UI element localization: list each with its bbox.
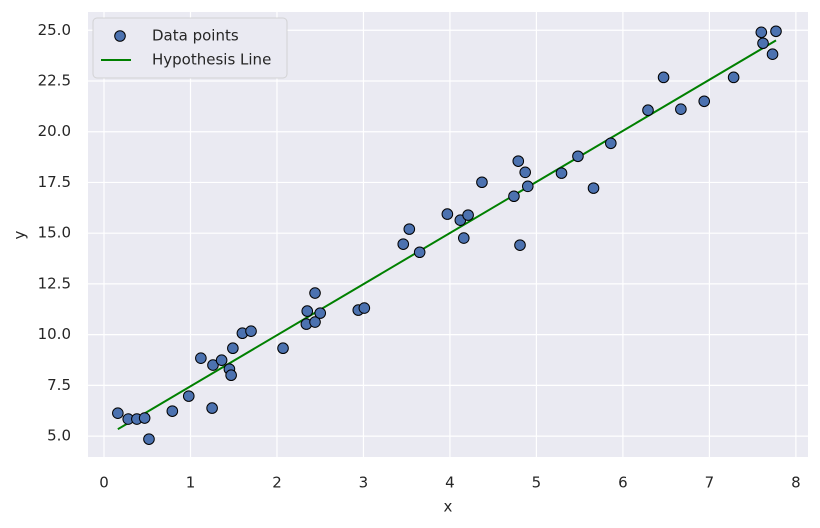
- y-tick-label: 12.5: [38, 274, 71, 292]
- data-point: [457, 232, 470, 244]
- data-point: [587, 182, 600, 194]
- data-point: [727, 71, 740, 84]
- y-axis-label: y: [11, 230, 29, 239]
- data-point: [403, 223, 416, 235]
- x-tick-label: 6: [618, 474, 628, 492]
- data-point: [314, 307, 327, 319]
- y-tick-label: 5.0: [47, 427, 71, 445]
- data-point: [476, 176, 488, 189]
- data-point: [225, 369, 237, 382]
- data-point: [770, 25, 782, 38]
- x-tick-label: 3: [359, 474, 369, 492]
- data-point: [555, 167, 568, 179]
- x-tick-label: 7: [705, 474, 715, 492]
- data-point: [206, 402, 218, 414]
- data-point: [572, 150, 584, 163]
- x-axis-label: x: [444, 498, 453, 516]
- data-point: [512, 155, 525, 167]
- data-point: [309, 287, 321, 299]
- data-point: [245, 325, 257, 337]
- data-point: [441, 208, 454, 220]
- data-point: [675, 103, 687, 115]
- data-point: [143, 433, 155, 445]
- data-point: [397, 238, 410, 250]
- data-point: [277, 342, 289, 355]
- x-tick-label: 4: [445, 474, 455, 492]
- data-point: [698, 95, 711, 108]
- data-point: [413, 246, 426, 259]
- data-point: [642, 104, 654, 117]
- data-point: [657, 71, 670, 84]
- x-tick-label: 5: [532, 474, 542, 492]
- y-tick-label: 15.0: [38, 224, 71, 242]
- y-tick-label: 17.5: [38, 173, 71, 191]
- data-point: [182, 390, 195, 402]
- y-tick-label: 20.0: [38, 122, 71, 140]
- x-tick-label: 8: [791, 474, 801, 492]
- data-point: [215, 354, 228, 367]
- data-point: [462, 209, 474, 221]
- data-point: [508, 190, 520, 203]
- data-point: [195, 352, 207, 364]
- data-point: [605, 137, 617, 150]
- legend-label: Data points: [152, 27, 239, 45]
- y-tick-label: 22.5: [38, 71, 71, 89]
- data-point: [207, 359, 219, 371]
- data-point: [755, 26, 768, 39]
- data-point: [309, 316, 321, 328]
- data-point: [301, 305, 314, 317]
- legend: Data points Hypothesis Line: [92, 17, 288, 79]
- y-tick-label: 25.0: [38, 21, 71, 39]
- data-point: [757, 37, 769, 50]
- legend-marker: [114, 30, 126, 42]
- data-point: [766, 48, 779, 61]
- data-point: [358, 302, 371, 314]
- data-point: [514, 239, 526, 251]
- legend-label: Hypothesis Line: [152, 51, 271, 69]
- data-point: [521, 180, 534, 193]
- data-point: [138, 412, 151, 424]
- y-tick-label: 10.0: [38, 325, 71, 343]
- data-point: [227, 342, 239, 355]
- x-tick-label: 0: [99, 474, 109, 492]
- y-tick-label: 7.5: [47, 376, 71, 394]
- x-tick-label: 2: [272, 474, 282, 492]
- legend-box: [92, 17, 288, 79]
- x-tick-label: 1: [186, 474, 196, 492]
- data-point: [166, 405, 179, 417]
- data-point: [112, 407, 124, 419]
- data-point: [519, 166, 531, 179]
